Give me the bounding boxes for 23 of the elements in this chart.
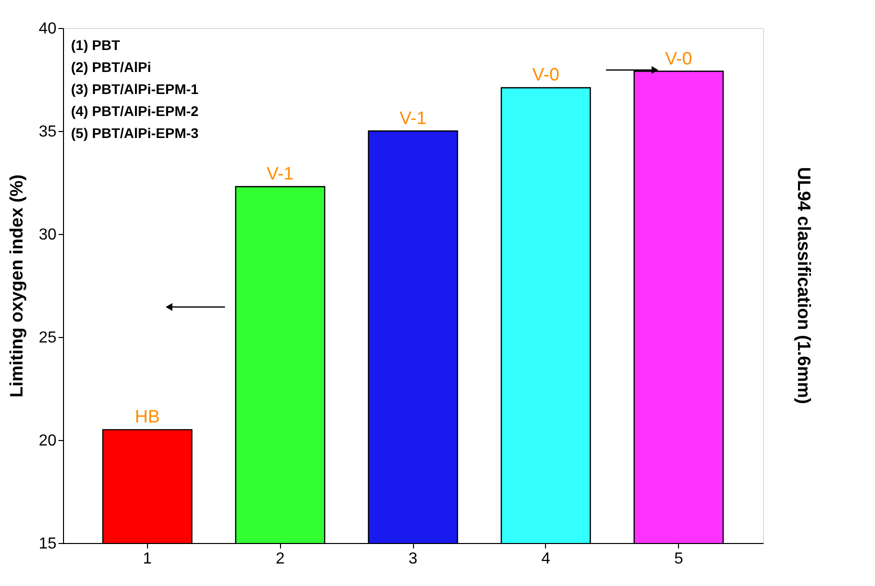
y-tick-label: 20 — [38, 432, 57, 450]
y-axis-title: Limiting oxygen index (%) — [6, 174, 27, 398]
y-tick-label: 35 — [38, 124, 57, 140]
x-tick-label: 3 — [408, 550, 418, 568]
y-tick-label: 15 — [38, 536, 57, 552]
y-tick-label: 40 — [38, 20, 57, 38]
y-tick-label: 25 — [38, 330, 57, 346]
annotation: (4) PBT/AlPi-EPM-2 — [71, 103, 199, 119]
x-tick-label: 1 — [142, 550, 152, 568]
annotation: (3) PBT/AlPi-EPM-1 — [71, 81, 199, 97]
x-tick-label: 4 — [541, 550, 550, 568]
y2-axis-title: UL94 classification (1.6mm) — [794, 166, 814, 404]
annotation: (1) PBT — [71, 37, 120, 53]
x-tick-label: 2 — [276, 550, 285, 568]
data-label: V-1 — [266, 164, 294, 184]
data-label: V-0 — [665, 48, 692, 68]
annotation: (5) PBT/AlPi-EPM-3 — [71, 125, 199, 141]
y-tick-label: 30 — [38, 226, 57, 244]
data-label: V-0 — [532, 64, 560, 85]
x-tick-label: 5 — [674, 550, 684, 568]
annotation: (2) PBT/AlPi — [71, 59, 152, 75]
data-label: HB — [134, 406, 160, 427]
data-label: V-1 — [399, 108, 427, 128]
